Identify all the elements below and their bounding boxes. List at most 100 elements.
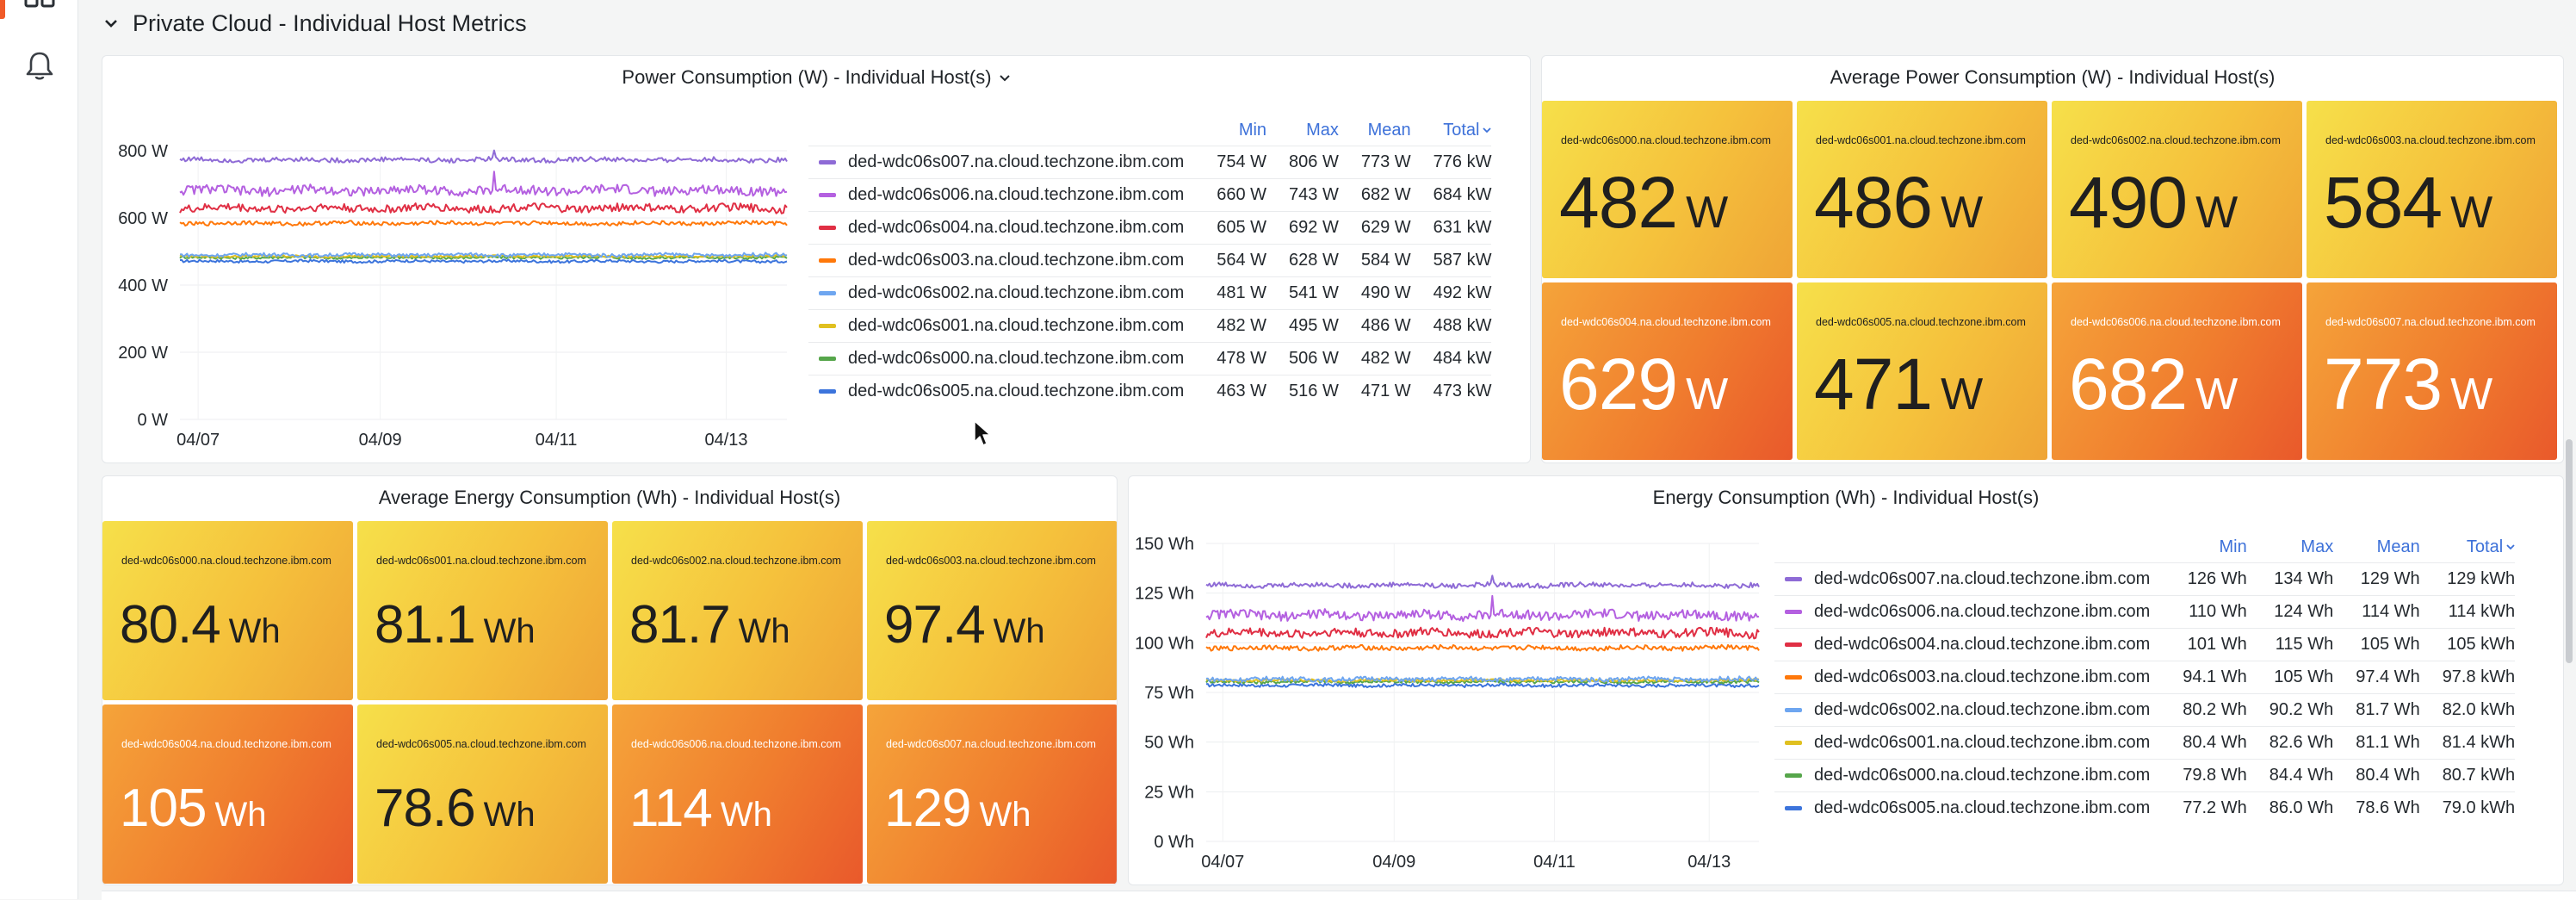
stat-tile[interactable]: ded-wdc06s000.na.cloud.techzone.ibm.com 4…	[1542, 101, 1793, 278]
legend-series-cell[interactable]: ded-wdc06s003.na.cloud.techzone.ibm.com	[808, 244, 1195, 277]
legend-series-cell[interactable]: ded-wdc06s007.na.cloud.techzone.ibm.com	[808, 146, 1195, 179]
legend-series-cell[interactable]: ded-wdc06s005.na.cloud.techzone.ibm.com	[808, 375, 1195, 407]
legend-max-header[interactable]: Max	[1306, 120, 1339, 140]
stat-tile-value: 471 W	[1814, 348, 1983, 420]
legend-row[interactable]: ded-wdc06s006.na.cloud.techzone.ibm.com 6…	[808, 178, 1492, 212]
dashboards-icon[interactable]	[22, 0, 58, 26]
stat-tile-host-name: ded-wdc06s005.na.cloud.techzone.ibm.com	[1816, 316, 2026, 328]
legend-row[interactable]: ded-wdc06s001.na.cloud.techzone.ibm.com 4…	[808, 309, 1492, 343]
series-line[interactable]	[179, 220, 788, 227]
legend-series-cell[interactable]: ded-wdc06s002.na.cloud.techzone.ibm.com	[1774, 693, 2161, 727]
legend-series-cell[interactable]: ded-wdc06s001.na.cloud.techzone.ibm.com	[808, 309, 1195, 343]
legend-series-cell[interactable]: ded-wdc06s004.na.cloud.techzone.ibm.com	[1774, 628, 2161, 661]
next-panel-edge	[102, 891, 2576, 900]
stat-tile[interactable]: ded-wdc06s007.na.cloud.techzone.ibm.com 7…	[2307, 282, 2557, 460]
stat-tile-value: 682 W	[2069, 348, 2238, 420]
stat-tile[interactable]: ded-wdc06s004.na.cloud.techzone.ibm.com 1…	[102, 704, 353, 884]
stat-tile[interactable]: ded-wdc06s000.na.cloud.techzone.ibm.com 8…	[102, 521, 353, 700]
energy-line-chart[interactable]: 0 Wh 25 Wh 50 Wh 75 Wh 100 Wh 125 Wh 150 Wh 04/…	[1129, 476, 1774, 885]
legend-max-header[interactable]: Max	[2300, 537, 2334, 556]
legend-row[interactable]: ded-wdc06s000.na.cloud.techzone.ibm.com 7…	[1774, 759, 2516, 792]
chevron-down-icon[interactable]	[102, 14, 121, 33]
series-line[interactable]	[179, 171, 788, 197]
panel-title[interactable]: Average Power Consumption (W) - Individu…	[1830, 66, 2276, 88]
stat-tile[interactable]: ded-wdc06s007.na.cloud.techzone.ibm.com 1…	[867, 704, 1117, 884]
legend-series-cell[interactable]: ded-wdc06s007.na.cloud.techzone.ibm.com	[1774, 562, 2161, 596]
legend-row[interactable]: ded-wdc06s006.na.cloud.techzone.ibm.com 1…	[1774, 595, 2516, 629]
legend-series-cell[interactable]: ded-wdc06s000.na.cloud.techzone.ibm.com	[808, 342, 1195, 376]
legend-series-cell[interactable]: ded-wdc06s006.na.cloud.techzone.ibm.com	[1774, 595, 2161, 629]
stat-tile-host-name: ded-wdc06s004.na.cloud.techzone.ibm.com	[1561, 316, 1771, 328]
stat-tile[interactable]: ded-wdc06s002.na.cloud.techzone.ibm.com 4…	[2052, 101, 2302, 278]
legend-series-cell[interactable]: ded-wdc06s006.na.cloud.techzone.ibm.com	[808, 178, 1195, 212]
legend-row[interactable]: ded-wdc06s000.na.cloud.techzone.ibm.com 4…	[808, 342, 1492, 376]
legend-series-cell[interactable]: ded-wdc06s004.na.cloud.techzone.ibm.com	[808, 211, 1195, 245]
legend-row[interactable]: ded-wdc06s007.na.cloud.techzone.ibm.com 1…	[1774, 562, 2516, 596]
legend-row[interactable]: ded-wdc06s005.na.cloud.techzone.ibm.com 4…	[808, 375, 1492, 407]
legend-series-cell[interactable]: ded-wdc06s003.na.cloud.techzone.ibm.com	[1774, 661, 2161, 694]
stat-tile[interactable]: ded-wdc06s005.na.cloud.techzone.ibm.com 7…	[357, 704, 608, 884]
stat-tile-value: 129 Wh	[884, 782, 1031, 835]
series-line[interactable]	[1205, 574, 1760, 589]
legend-total-header[interactable]: Total	[2420, 531, 2515, 563]
legend-series-cell[interactable]: ded-wdc06s000.na.cloud.techzone.ibm.com	[1774, 759, 2161, 792]
legend-header-row: Min Max Mean Total	[808, 115, 1492, 146]
panel-title[interactable]: Average Energy Consumption (Wh) - Indivi…	[378, 487, 841, 508]
legend-row[interactable]: ded-wdc06s002.na.cloud.techzone.ibm.com 8…	[1774, 693, 2516, 727]
panel-title[interactable]: Energy Consumption (Wh) - Individual Hos…	[1652, 487, 2040, 508]
legend-series-cell[interactable]: ded-wdc06s001.na.cloud.techzone.ibm.com	[1774, 726, 2161, 760]
legend-series-cell[interactable]: ded-wdc06s005.na.cloud.techzone.ibm.com	[1774, 791, 2161, 824]
series-line[interactable]	[1205, 675, 1760, 683]
legend-row[interactable]: ded-wdc06s001.na.cloud.techzone.ibm.com 8…	[1774, 726, 2516, 760]
series-line[interactable]	[1205, 594, 1760, 623]
series-line[interactable]	[179, 258, 788, 264]
stat-value-unit: W	[1941, 369, 1984, 419]
legend-min-header[interactable]: Min	[2219, 537, 2247, 556]
y-tick-label: 100 Wh	[1135, 634, 1194, 653]
legend-mean-value: 629 W	[1338, 211, 1411, 245]
stat-tile[interactable]: ded-wdc06s003.na.cloud.techzone.ibm.com 5…	[2307, 101, 2557, 278]
legend-total-header[interactable]: Total	[1411, 115, 1492, 146]
series-line[interactable]	[1205, 643, 1760, 652]
legend-row[interactable]: ded-wdc06s003.na.cloud.techzone.ibm.com 9…	[1774, 661, 2516, 694]
legend-max-value: 692 W	[1266, 211, 1339, 245]
chevron-down-icon[interactable]	[999, 74, 1011, 83]
power-line-chart[interactable]: 0 W 200 W 400 W 600 W 800 W 04/07 04/09 04/11 04…	[102, 56, 808, 463]
legend-mean-header[interactable]: Mean	[2376, 537, 2420, 556]
bell-icon[interactable]	[22, 48, 58, 84]
legend-row[interactable]: ded-wdc06s002.na.cloud.techzone.ibm.com 4…	[808, 276, 1492, 310]
power-chart-title-wrap[interactable]: Power Consumption (W) - Individual Host(…	[102, 66, 1530, 89]
stat-tile[interactable]: ded-wdc06s003.na.cloud.techzone.ibm.com 9…	[867, 521, 1117, 700]
series-line[interactable]	[179, 202, 788, 214]
legend-row[interactable]: ded-wdc06s005.na.cloud.techzone.ibm.com 7…	[1774, 791, 2516, 824]
legend-min-header[interactable]: Min	[1238, 120, 1267, 140]
y-tick-label: 25 Wh	[1144, 783, 1194, 802]
stat-value-unit: Wh	[214, 796, 267, 834]
legend-row[interactable]: ded-wdc06s004.na.cloud.techzone.ibm.com 6…	[808, 211, 1492, 245]
stat-tile[interactable]: ded-wdc06s002.na.cloud.techzone.ibm.com 8…	[612, 521, 863, 700]
legend-mean-header[interactable]: Mean	[1367, 120, 1411, 140]
row-header[interactable]: Private Cloud - Individual Host Metrics	[102, 3, 527, 43]
legend-row[interactable]: ded-wdc06s007.na.cloud.techzone.ibm.com 7…	[808, 146, 1492, 179]
series-line[interactable]	[1205, 682, 1760, 689]
stat-tile[interactable]: ded-wdc06s004.na.cloud.techzone.ibm.com 6…	[1542, 282, 1793, 460]
legend-name-header	[1774, 531, 2160, 563]
stat-tile[interactable]: ded-wdc06s001.na.cloud.techzone.ibm.com 4…	[1797, 101, 2047, 278]
power-consumption-panel: Power Consumption (W) - Individual Host(…	[102, 55, 1531, 463]
stat-tile[interactable]: ded-wdc06s005.na.cloud.techzone.ibm.com 4…	[1797, 282, 2047, 460]
series-line[interactable]	[179, 149, 788, 164]
series-line[interactable]	[1205, 626, 1760, 640]
legend-row[interactable]: ded-wdc06s003.na.cloud.techzone.ibm.com 5…	[808, 244, 1492, 277]
stat-tile[interactable]: ded-wdc06s006.na.cloud.techzone.ibm.com 6…	[2052, 282, 2302, 460]
series-line[interactable]	[179, 251, 788, 258]
stat-tile[interactable]: ded-wdc06s006.na.cloud.techzone.ibm.com 1…	[612, 704, 863, 884]
legend-series-name: ded-wdc06s007.na.cloud.techzone.ibm.com	[848, 152, 1185, 171]
page-scrollbar[interactable]	[2566, 439, 2573, 663]
legend-mean-value: 81.7 Wh	[2333, 693, 2420, 727]
series-line[interactable]	[179, 255, 788, 260]
stat-tile[interactable]: ded-wdc06s001.na.cloud.techzone.ibm.com 8…	[357, 521, 608, 700]
legend-total-value: 488 kW	[1410, 309, 1492, 343]
legend-max-value: 806 W	[1266, 146, 1339, 179]
legend-row[interactable]: ded-wdc06s004.na.cloud.techzone.ibm.com 1…	[1774, 628, 2516, 661]
legend-series-cell[interactable]: ded-wdc06s002.na.cloud.techzone.ibm.com	[808, 276, 1195, 310]
